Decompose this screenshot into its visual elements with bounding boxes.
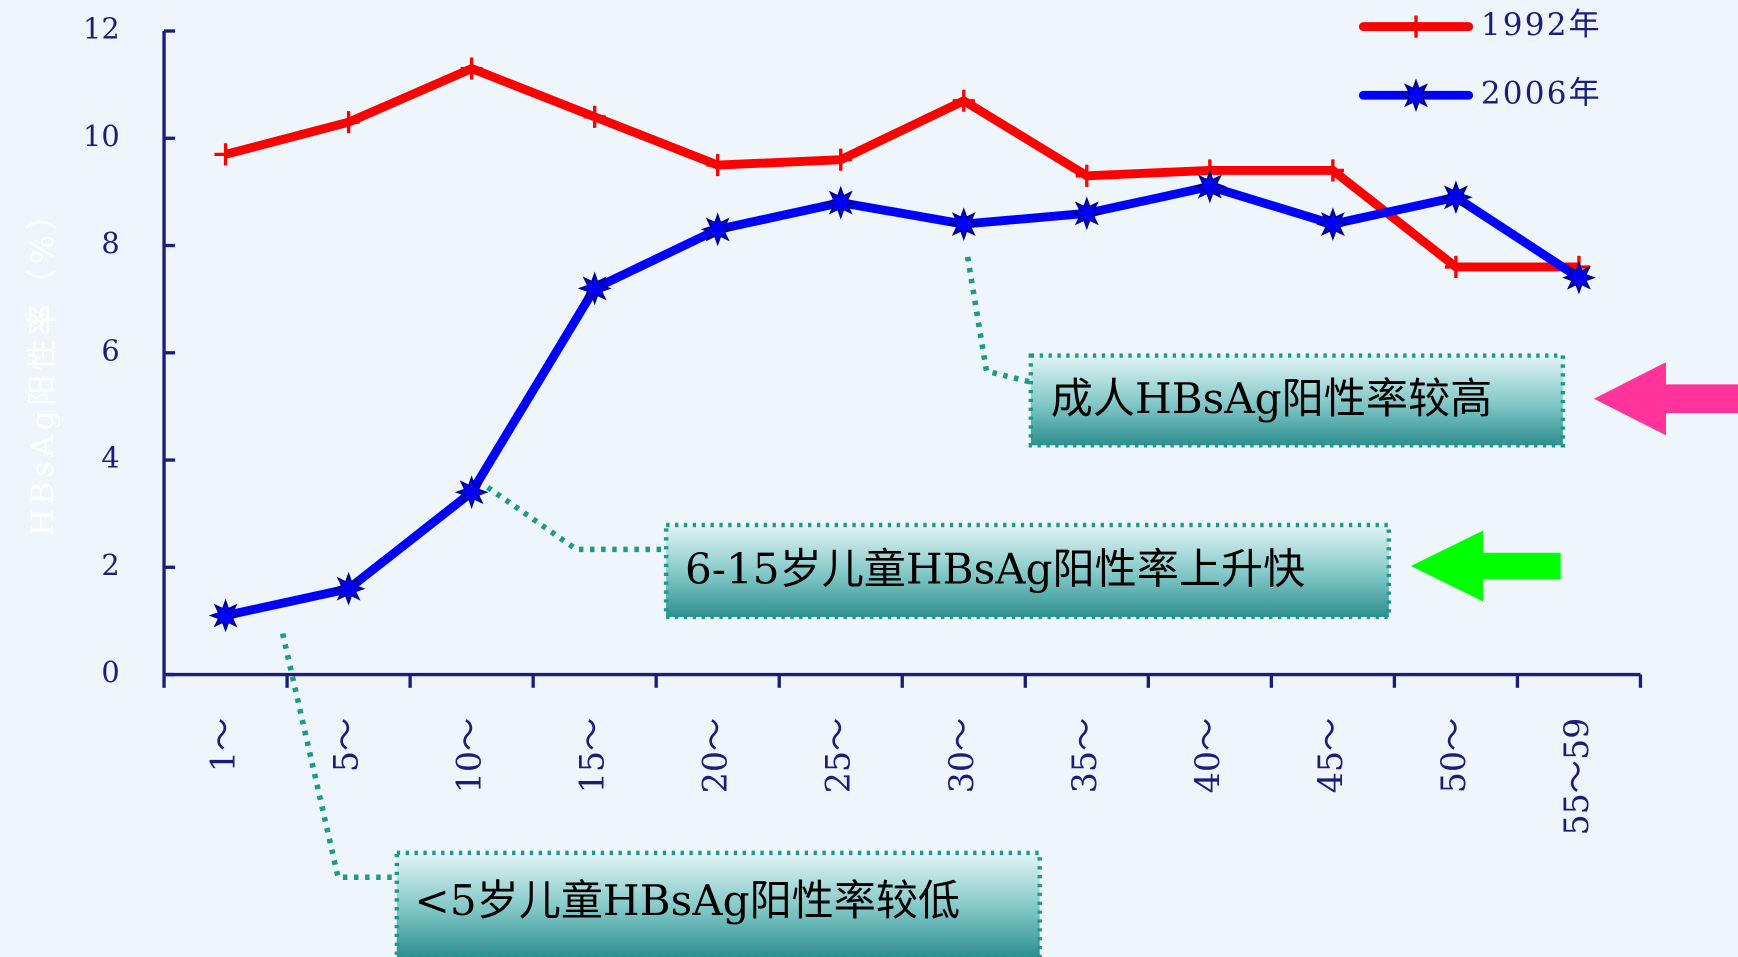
x-tick-label: 35～ <box>1065 718 1104 794</box>
x-tick-label: 55～59 <box>1557 718 1596 836</box>
note: 成人HBsAg阳性率较高 <box>1051 374 1492 423</box>
marker <box>823 185 858 220</box>
x-tick-label: 10～ <box>450 718 489 794</box>
y-tick-label: 0 <box>101 655 119 689</box>
x-tick-label: 45～ <box>1311 718 1350 794</box>
marker <box>331 571 366 606</box>
marker <box>1444 255 1467 279</box>
marker <box>577 271 612 306</box>
marker <box>1321 159 1344 182</box>
marker <box>1562 260 1596 295</box>
x-tick-label: 1～ <box>204 718 243 772</box>
marker <box>583 105 606 128</box>
marker <box>829 148 852 171</box>
marker <box>700 212 735 247</box>
y-tick-label: 6 <box>101 333 119 367</box>
y-tick-label: 8 <box>101 226 119 260</box>
marker <box>952 89 975 112</box>
marker <box>706 154 729 177</box>
y-tick-label: 12 <box>83 12 120 46</box>
marker <box>1192 169 1227 204</box>
legend-label: 1992年 <box>1481 7 1602 43</box>
y-tick-label: 2 <box>101 548 119 582</box>
line <box>224 182 1582 620</box>
legend-marker <box>1399 78 1433 113</box>
x-tick-label: 50～ <box>1434 718 1473 794</box>
note-box <box>663 522 1392 620</box>
y-axis-label: HBsAg阳性率（%） <box>25 195 61 536</box>
green-arrow <box>1411 530 1561 602</box>
x-tick-label: 5～ <box>327 718 366 772</box>
legend-label: 2006年 <box>1481 76 1602 112</box>
marker <box>337 111 360 134</box>
y-tick-label: 10 <box>83 119 120 153</box>
marker <box>1439 180 1473 215</box>
note-box <box>1028 353 1566 448</box>
marker <box>454 475 489 510</box>
marker <box>1075 164 1098 187</box>
marker <box>1069 196 1104 231</box>
x-tick-label: 40～ <box>1188 718 1227 794</box>
line <box>224 64 1579 272</box>
note-box <box>394 850 1042 957</box>
x-tick-label: 30～ <box>942 718 981 794</box>
marker <box>460 57 483 80</box>
x-tick-label: 20～ <box>696 718 735 794</box>
marker <box>208 598 243 633</box>
x-tick-label: 15～ <box>573 718 612 794</box>
x-tick-label: 25～ <box>819 718 858 794</box>
note: <5岁儿童HBsAg阳性率较低 <box>415 876 961 925</box>
marker <box>946 207 981 241</box>
marker <box>214 143 237 166</box>
y-tick-label: 4 <box>101 441 119 475</box>
connectors <box>279 256 1032 881</box>
marker <box>1315 207 1350 241</box>
note: 6-15岁儿童HBsAg阳性率上升快 <box>685 545 1305 594</box>
